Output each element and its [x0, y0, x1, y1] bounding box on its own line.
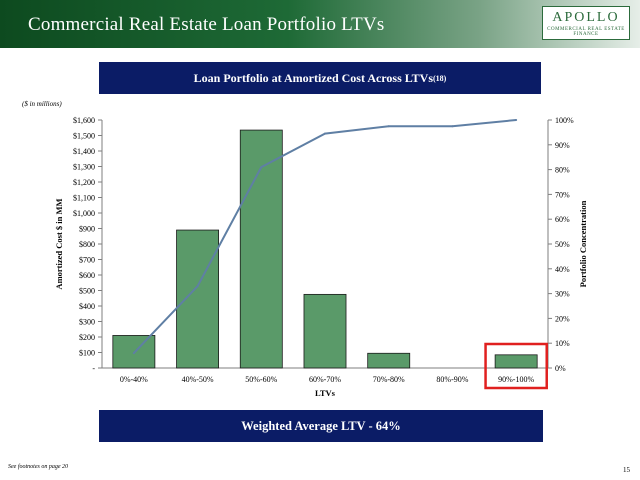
- concentration-point: [451, 125, 454, 128]
- concentration-point: [260, 166, 263, 169]
- highlight-box: [484, 342, 548, 390]
- y2-tick-label: 90%: [555, 141, 570, 150]
- x-tick-label: 40%-50%: [182, 375, 214, 384]
- concentration-point: [132, 352, 135, 355]
- x-tick-label: 60%-70%: [309, 375, 341, 384]
- y-tick-label: $200: [79, 333, 95, 342]
- y-tick-label: $900: [79, 225, 95, 234]
- apollo-logo: APOLLO COMMERCIAL REAL ESTATE FINANCE: [542, 6, 630, 40]
- logo-sub-text: COMMERCIAL REAL ESTATE FINANCE: [547, 27, 625, 37]
- x-tick-label: 50%-60%: [245, 375, 277, 384]
- concentration-point: [196, 285, 199, 288]
- y-tick-label: $1,400: [73, 147, 95, 156]
- footnote: See footnotes on page 20: [8, 464, 68, 470]
- y-tick-label: $500: [79, 287, 95, 296]
- y-tick-label: $1,600: [73, 116, 95, 125]
- y-tick-label: $300: [79, 318, 95, 327]
- y2-tick-label: 80%: [555, 166, 570, 175]
- y2-tick-label: 70%: [555, 190, 570, 199]
- y-tick-label: $1,100: [73, 194, 95, 203]
- y-tick-label: $700: [79, 256, 95, 265]
- y-tick-label: $1,500: [73, 132, 95, 141]
- chart-title: Loan Portfolio at Amortized Cost Across …: [193, 70, 433, 85]
- page-number: 15: [623, 466, 630, 474]
- y-tick-label: $400: [79, 302, 95, 311]
- x-axis-title: LTVs: [315, 388, 336, 398]
- bar-60%-70%: [303, 293, 347, 369]
- y2-tick-label: 10%: [555, 339, 570, 348]
- x-tick-label: 80%-90%: [436, 375, 468, 384]
- concentration-point: [515, 119, 518, 121]
- bar-70%-80%: [367, 352, 411, 369]
- y2-tick-label: 20%: [555, 314, 570, 323]
- chart-title-footnote-ref: (18): [433, 73, 447, 83]
- weighted-average-ltv-box: Weighted Average LTV - 64%: [99, 410, 543, 442]
- y-tick-label: $1,000: [73, 209, 95, 218]
- y-tick-label: $100: [79, 349, 95, 358]
- slide-title: Commercial Real Estate Loan Portfolio LT…: [28, 14, 385, 35]
- y2-tick-label: 40%: [555, 265, 570, 274]
- y2-tick-label: 0%: [555, 364, 566, 373]
- logo-main-text: APOLLO: [552, 10, 620, 25]
- bar-90%-100%: [494, 354, 538, 369]
- bar-50%-60%: [239, 129, 283, 369]
- y-tick-label: $800: [79, 240, 95, 249]
- y2-tick-label: 30%: [555, 290, 570, 299]
- units-note: ($ in millions): [22, 100, 62, 108]
- x-tick-label: 0%-40%: [120, 375, 148, 384]
- chart-title-banner: Loan Portfolio at Amortized Cost Across …: [99, 62, 541, 94]
- y-tick-label: $600: [79, 271, 95, 280]
- weighted-average-ltv: Weighted Average LTV - 64%: [241, 418, 401, 433]
- y2-axis-title: Portfolio Concentration: [578, 200, 588, 287]
- concentration-point: [324, 132, 326, 135]
- y-tick-label: -: [92, 364, 95, 373]
- y2-tick-label: 60%: [555, 215, 570, 224]
- y-axis-title: Amortized Cost $ in MM: [54, 198, 64, 289]
- header-bar: Commercial Real Estate Loan Portfolio LT…: [0, 0, 640, 48]
- ltv-chart: - $100 $200 $300 $400 $500 $600 $700 $800 $900 $1,…: [54, 116, 588, 398]
- x-tick-label: 90%-100%: [498, 375, 534, 384]
- bar-40%-50%: [176, 229, 219, 369]
- y-tick-label: $1,200: [73, 178, 95, 187]
- y-tick-label: $1,300: [73, 163, 95, 172]
- y2-tick-label: 100%: [555, 116, 574, 125]
- x-tick-label: 70%-80%: [373, 375, 405, 384]
- y2-tick-label: 50%: [555, 240, 570, 249]
- concentration-point: [387, 125, 390, 128]
